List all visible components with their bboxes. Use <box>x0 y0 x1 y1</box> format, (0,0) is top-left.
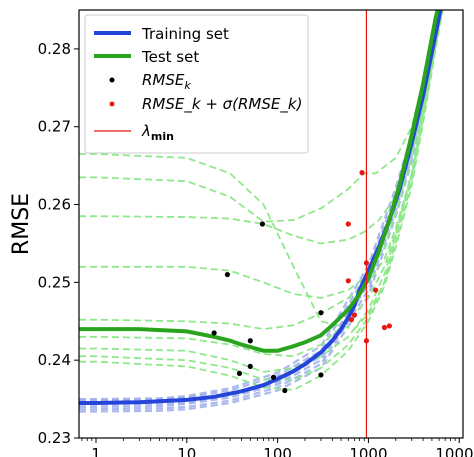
rmse-k-point-8 <box>282 387 288 394</box>
rmse-k-point-5 <box>247 363 253 370</box>
rmse-sigma-point-2 <box>345 278 351 284</box>
test-fold-line-2 <box>79 10 441 223</box>
rmse-k-point-3 <box>236 370 243 377</box>
rmse-k-point-7 <box>270 374 277 380</box>
y-tick-label: 0.28 <box>38 40 71 58</box>
test-set-line <box>79 10 440 353</box>
rmse-k-point-4 <box>247 338 253 344</box>
y-tick-label: 0.25 <box>38 273 71 291</box>
x-tick-label: 10 <box>177 445 196 457</box>
rmse-sigma-point-3 <box>348 317 355 323</box>
axis-ticks: 0.23 0.24 0.25 0.26 0.27 0.28 1 10 100 1000 10000 <box>38 40 474 457</box>
point-markers <box>211 170 392 394</box>
rmse-sigma-point-7 <box>363 338 370 344</box>
rmse-sigma-point-8 <box>373 287 379 293</box>
rmse-sigma-point-4 <box>351 312 357 318</box>
rmse-k-point-1 <box>211 330 217 336</box>
legend-box <box>84 14 309 154</box>
test-fold-line-4 <box>79 10 442 299</box>
y-axis-title: RMSE <box>9 193 34 255</box>
legend: Training set Test set RMSEk RMSE_k + σ(R… <box>84 14 309 154</box>
rmse-k-point-6 <box>259 221 266 227</box>
rmse-sigma-point-1 <box>345 221 351 227</box>
rmse-sigma-point-6 <box>363 260 370 266</box>
legend-label-rmse-k: RMSEk <box>142 71 191 92</box>
rmse-k-point-10 <box>318 372 324 378</box>
x-tick-label: 10000 <box>435 445 474 457</box>
x-tick-label: 1000 <box>349 445 387 457</box>
test-fold-line-8 <box>79 10 443 381</box>
rmse-k-point-2 <box>224 271 231 278</box>
rmse-sigma-point-5 <box>359 170 365 176</box>
y-tick-label: 0.24 <box>38 351 71 369</box>
legend-label-test: Test set <box>141 48 199 66</box>
x-tick-label: 1 <box>91 445 101 457</box>
rmse-k-point-9 <box>318 310 324 316</box>
test-fold-line-3 <box>79 10 442 245</box>
y-tick-label: 0.27 <box>38 118 71 136</box>
y-tick-label: 0.26 <box>38 196 71 214</box>
rmse-sigma-point-9 <box>381 324 388 331</box>
rmse-sigma-point-10 <box>386 323 392 329</box>
legend-label-training: Training set <box>141 25 229 43</box>
legend-label-rmse-sigma: RMSE_k + σ(RMSE_k) <box>142 95 302 114</box>
test-fold-line-9 <box>79 10 444 391</box>
x-tick-label: 100 <box>263 445 292 457</box>
y-tick-label: 0.23 <box>38 429 71 447</box>
plot-frame <box>78 9 464 439</box>
legend-marker-rmse-sigma <box>109 101 115 107</box>
train-fold-line-6 <box>79 10 440 401</box>
train-fold-line-1 <box>79 10 442 406</box>
legend-label-lambda-min: λmin <box>141 122 174 143</box>
main-curves <box>79 10 443 438</box>
legend-marker-rmse-k <box>109 77 115 83</box>
train-fold-line-2 <box>79 10 443 408</box>
